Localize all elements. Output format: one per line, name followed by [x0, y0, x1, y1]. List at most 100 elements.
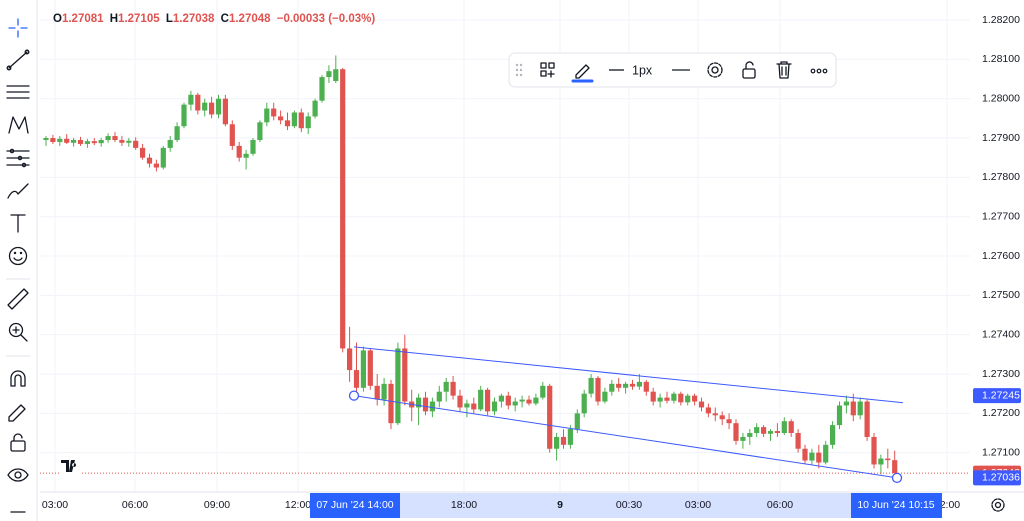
candle-body [823, 444, 829, 463]
price-badge [973, 470, 1021, 486]
time-badge-label: 10 Jun '24 10:15 [857, 499, 934, 511]
width-button[interactable]: 1px [609, 63, 653, 77]
candle-body [795, 433, 801, 449]
candle-body [767, 431, 774, 434]
candle-body [181, 104, 187, 127]
candle-body [705, 407, 711, 414]
candle-body [374, 385, 380, 400]
candle-body [278, 116, 284, 121]
candle-body [457, 395, 463, 408]
candle-body [50, 138, 56, 142]
price-badge [973, 388, 1021, 404]
candle-body [215, 98, 222, 115]
candle-body [126, 140, 132, 143]
anchor-handle [891, 472, 903, 483]
y-tick-label: 1.28200 [982, 14, 1020, 26]
candle-body [892, 460, 898, 474]
draw-mode-tool[interactable] [8, 404, 26, 422]
candle-body [726, 419, 732, 424]
delete-button[interactable] [776, 61, 792, 79]
candle-body [250, 140, 256, 154]
candle-body [160, 147, 166, 168]
candle-body [671, 393, 677, 401]
y-tick-label: 1.27900 [982, 132, 1020, 144]
candle-body [512, 401, 518, 406]
candle-body [878, 458, 884, 465]
grid [40, 0, 970, 492]
candle-body [616, 383, 622, 388]
zoom-tool[interactable] [8, 322, 28, 342]
more-button[interactable] [810, 68, 828, 74]
trendline-tool[interactable] [6, 49, 30, 71]
candle-body [609, 383, 615, 392]
ohlc-label: H [110, 13, 118, 25]
candle-body [602, 391, 608, 402]
y-tick-label: 1.28100 [982, 53, 1020, 65]
logo-mark [61, 460, 77, 472]
prediction-tool[interactable] [6, 148, 30, 168]
candle-body [485, 389, 491, 412]
brush-tool[interactable] [7, 183, 29, 199]
candle-body [443, 381, 449, 392]
lock-button[interactable] [742, 61, 756, 79]
candle-body [236, 145, 242, 158]
drag-handle[interactable] [515, 63, 523, 77]
candle-body [71, 140, 77, 143]
candle-body [188, 94, 194, 105]
time-badge [851, 493, 942, 518]
ohlc-change: −0.00033 (−0.03%) [277, 13, 376, 25]
candle-body [395, 348, 401, 424]
candle-body [781, 421, 787, 434]
candle-body [57, 138, 63, 142]
candle-body [754, 427, 760, 434]
candle-body [574, 413, 580, 430]
text-tool[interactable] [10, 214, 26, 233]
candle-body [761, 427, 767, 434]
candle-body [77, 140, 84, 144]
candle-body [740, 436, 746, 441]
axis-settings[interactable] [991, 498, 1005, 512]
crosshair-tool[interactable] [8, 18, 28, 38]
candle-body [526, 399, 532, 404]
candle-body [174, 126, 180, 141]
candle-body [333, 69, 339, 82]
ohlc-label: C [221, 13, 229, 25]
price-badge-label: 1.27245 [982, 389, 1020, 401]
candle-body [140, 147, 146, 158]
candle-body [519, 399, 525, 402]
candle-body [629, 383, 636, 387]
candle-body [836, 405, 843, 426]
color-button[interactable] [571, 64, 594, 83]
candle-body [533, 397, 539, 404]
candle-body [698, 401, 705, 408]
candle-body [712, 413, 718, 416]
settings-button[interactable] [707, 62, 723, 78]
candle-body [195, 94, 201, 111]
x-tick-label: 06:00 [767, 499, 793, 511]
candle-body [91, 141, 97, 144]
candle-body [643, 381, 649, 392]
ohlc-value: 1.27105 [118, 13, 160, 25]
candle-body [105, 136, 111, 141]
emoji-tool[interactable] [8, 246, 28, 266]
candle-body [98, 140, 104, 144]
visibility-tool[interactable] [7, 468, 29, 482]
plot [40, 55, 970, 483]
fib-tool[interactable] [6, 85, 30, 99]
candle-body [885, 458, 891, 461]
magnet-tool[interactable] [10, 370, 26, 387]
lock-tool[interactable] [10, 433, 26, 452]
ruler-tool[interactable] [7, 288, 29, 310]
candle-body [843, 401, 849, 406]
candle-body [429, 401, 435, 412]
y-tick-label: 1.28000 [982, 92, 1020, 104]
candle-body [685, 395, 691, 403]
logo[interactable] [56, 453, 84, 477]
candle-body [402, 348, 408, 402]
width-label: 1px [632, 63, 653, 77]
templates-button[interactable] [540, 62, 555, 78]
time-badge-label: 07 Jun '24 14:00 [316, 499, 393, 511]
y-tick-label: 1.27400 [982, 328, 1020, 340]
pattern-tool[interactable] [8, 116, 29, 134]
candle-body [588, 377, 594, 394]
